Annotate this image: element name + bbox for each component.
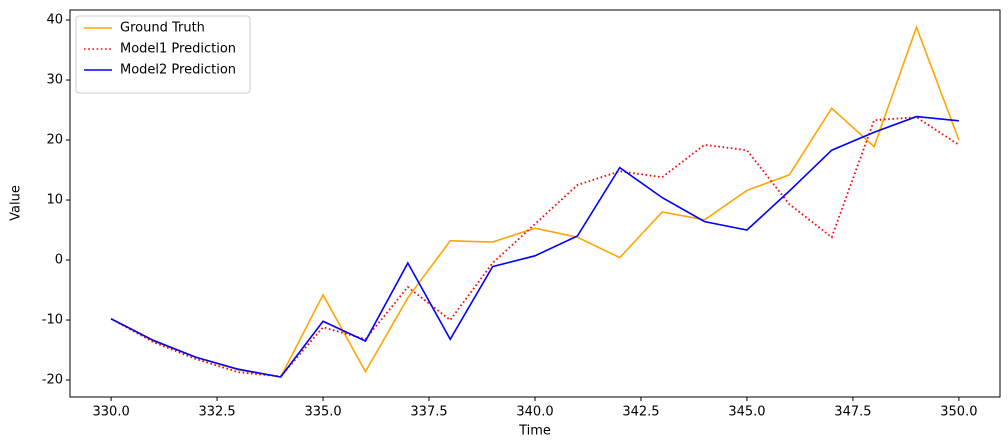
y-tick-label: 20 <box>46 133 63 148</box>
x-tick-label: 345.0 <box>728 405 765 420</box>
legend-label: Ground Truth <box>120 21 205 36</box>
legend-label: Model1 Prediction <box>120 42 236 57</box>
y-tick-label: 40 <box>46 13 63 28</box>
x-tick-label: 342.5 <box>622 405 659 420</box>
x-tick-label: 332.5 <box>198 405 235 420</box>
y-tick-label: 0 <box>55 253 63 268</box>
plot-frame <box>69 9 1001 398</box>
y-tick-label: 10 <box>46 193 63 208</box>
legend-box <box>75 15 251 94</box>
y-tick-label: 30 <box>46 73 63 88</box>
x-tick-label: 347.5 <box>834 405 871 420</box>
x-tick-label: 335.0 <box>304 405 341 420</box>
x-tick-label: 350.0 <box>940 405 977 420</box>
x-tick-label: 340.0 <box>516 405 553 420</box>
y-tick-label: -20 <box>42 373 63 388</box>
x-tick-label: 330.0 <box>93 405 130 420</box>
series-line <box>110 116 960 378</box>
legend-label: Model2 Prediction <box>120 63 236 78</box>
y-axis-label: Value <box>9 185 24 221</box>
x-tick-label: 337.5 <box>410 405 447 420</box>
y-tick-label: -10 <box>42 313 63 328</box>
series-line <box>110 115 959 378</box>
x-axis-label: Time <box>518 424 551 439</box>
